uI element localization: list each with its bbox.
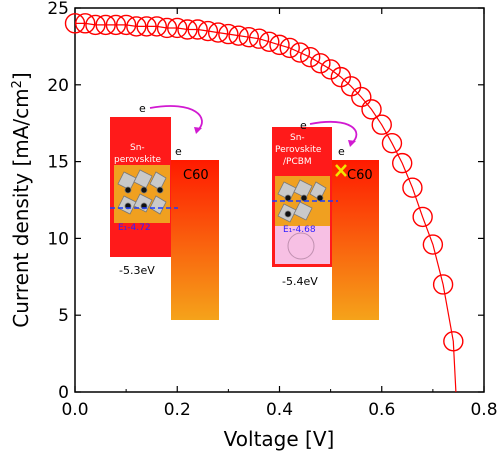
data-point bbox=[218, 23, 239, 45]
data-point bbox=[340, 76, 362, 97]
data-point bbox=[443, 331, 464, 352]
x-tick-label: 0.8 bbox=[470, 400, 497, 420]
x-tick-label: 0.0 bbox=[61, 400, 88, 420]
data-point bbox=[392, 152, 413, 174]
data-point bbox=[85, 14, 106, 36]
x-axis: 0.0 0.2 0.4 0.6 0.8 bbox=[61, 8, 498, 420]
inset-left: E₁-4.72 Sn- perovskite e e C60 -5.3eV bbox=[110, 102, 219, 320]
data-point bbox=[248, 28, 270, 49]
y-tick-label: 15 bbox=[47, 153, 69, 173]
data-point bbox=[156, 17, 178, 39]
data-point bbox=[299, 46, 321, 68]
c60-block bbox=[332, 160, 379, 320]
data-point bbox=[412, 206, 433, 228]
data-point bbox=[197, 20, 219, 42]
data-point bbox=[167, 17, 188, 39]
y-axis-label: Current density [mA/cm2] bbox=[9, 72, 33, 327]
arrow-head bbox=[348, 140, 356, 147]
material-label-3: /PCBM bbox=[283, 157, 312, 167]
fermi-label: E₁-4.68 bbox=[283, 225, 316, 235]
y-tick-label: 5 bbox=[58, 306, 69, 326]
data-point bbox=[361, 99, 382, 120]
acceptor-label: C60 bbox=[183, 168, 209, 183]
data-point bbox=[64, 13, 86, 34]
y-tick-label: 0 bbox=[58, 383, 69, 403]
y-axis: 0 5 10 15 20 25 bbox=[47, 0, 484, 403]
material-label-1: Sn- bbox=[290, 133, 305, 143]
data-point bbox=[402, 177, 423, 198]
y-tick-label: 20 bbox=[47, 76, 69, 96]
material-label-1: Sn- bbox=[130, 143, 145, 153]
data-point bbox=[228, 25, 249, 46]
x-tick-label: 0.4 bbox=[266, 400, 293, 420]
data-point bbox=[136, 16, 157, 37]
crystal-structure-icon bbox=[277, 179, 327, 223]
inset-right: E₁-4.68 Sn- Perovskite /PCBM e e C60 -5.… bbox=[272, 119, 379, 320]
y-tick-label: 25 bbox=[47, 0, 69, 19]
electron-side: e bbox=[338, 145, 345, 158]
data-point bbox=[207, 22, 229, 43]
data-point bbox=[259, 31, 280, 52]
data-point bbox=[105, 14, 127, 36]
material-label-2: Perovskite bbox=[275, 145, 322, 155]
data-point bbox=[279, 37, 300, 59]
material-label-2: perovskite bbox=[114, 155, 162, 165]
energy-label: -5.4eV bbox=[282, 275, 318, 288]
data-point bbox=[371, 114, 392, 135]
y-tick-label: 10 bbox=[47, 229, 69, 249]
fullerene-icon bbox=[287, 232, 315, 260]
data-point bbox=[126, 16, 147, 37]
data-point bbox=[422, 234, 444, 255]
data-point bbox=[75, 13, 96, 34]
data-point bbox=[146, 16, 168, 37]
crystal-structure-icon bbox=[117, 169, 167, 215]
electron-transfer-arrow bbox=[309, 121, 358, 144]
electron-top: e bbox=[300, 119, 307, 132]
data-point bbox=[320, 59, 341, 80]
data-point bbox=[269, 34, 290, 56]
energy-label: -5.3eV bbox=[119, 264, 155, 277]
c60-block bbox=[171, 160, 219, 320]
electron-transfer-arrow bbox=[149, 105, 203, 131]
electron-side: e bbox=[175, 145, 182, 158]
electron-top: e bbox=[139, 102, 146, 115]
data-point bbox=[238, 26, 260, 48]
x-tick-label: 0.6 bbox=[368, 400, 395, 420]
series-line bbox=[75, 22, 457, 393]
blocked-cross-icon bbox=[335, 164, 347, 177]
x-tick-label: 0.2 bbox=[164, 400, 191, 420]
fermi-label: E₁-4.72 bbox=[118, 223, 151, 233]
data-point bbox=[289, 42, 311, 63]
data-point bbox=[115, 14, 137, 36]
data-point bbox=[432, 274, 454, 295]
data-point bbox=[310, 53, 331, 74]
data-point bbox=[177, 19, 198, 40]
data-point bbox=[381, 132, 403, 154]
x-axis-label: Voltage [V] bbox=[224, 427, 335, 451]
pcbm-image bbox=[275, 226, 330, 264]
data-point bbox=[187, 19, 208, 40]
arrow-head bbox=[194, 127, 202, 134]
data-markers bbox=[64, 13, 464, 352]
data-point bbox=[351, 86, 372, 108]
acceptor-label: C60 bbox=[347, 168, 373, 183]
data-point bbox=[95, 14, 116, 36]
